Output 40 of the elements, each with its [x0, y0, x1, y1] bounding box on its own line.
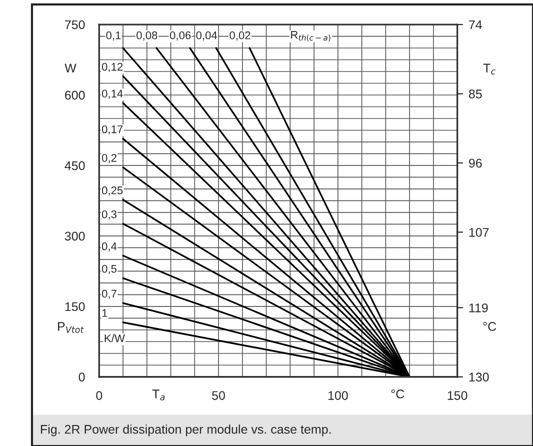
- annotation: K/W: [104, 334, 125, 342]
- y-tick-label: 750: [65, 20, 85, 30]
- series-label: 0,17: [102, 125, 123, 135]
- series-label: 0,25: [102, 186, 123, 196]
- y-tick-label: 600: [65, 90, 85, 100]
- series-label: 1: [102, 309, 108, 317]
- series-label: 0,14: [102, 90, 123, 99]
- text: °C: [483, 322, 496, 331]
- y2-tick-label: 107: [469, 228, 489, 237]
- x-tick-label: 0: [96, 391, 102, 400]
- series-label: 0,1: [106, 31, 121, 41]
- series-label: 0,04: [196, 31, 218, 41]
- y-tick-label: 150: [65, 302, 85, 312]
- y2-tick-label: 85: [468, 90, 482, 98]
- y-tick-label: 300: [64, 232, 85, 241]
- y2-tick-label: 74: [469, 20, 482, 30]
- y2-tick-label: 130: [469, 372, 489, 382]
- x-tick-label: 100: [328, 391, 348, 400]
- y-tick-label: 450: [64, 161, 85, 170]
- x-axis-title: T$_{a}$: [152, 390, 165, 400]
- y-axis-title: P$_{Vtot}$: [58, 322, 84, 333]
- series-label: 0,06: [170, 31, 191, 41]
- annotation: R$_{th(c−a)}$: [291, 30, 330, 42]
- x-tick-label: 50: [212, 391, 225, 400]
- y2-tick-label: 119: [469, 303, 488, 312]
- series-label: 0,2: [102, 154, 116, 164]
- series-label: 0,12: [102, 62, 123, 72]
- series-label: 0,02: [230, 31, 250, 41]
- y2-tick-label: 96: [469, 158, 482, 168]
- series-label: 0,08: [136, 31, 158, 41]
- series-label: 0,5: [102, 264, 117, 274]
- y-tick-label: 0: [78, 372, 85, 382]
- caption: Fig. 2R Power dissipation per module vs. case temp.: [41, 424, 331, 436]
- y2-axis-title: T$_{c}$: [483, 64, 496, 75]
- series-label: 0,7: [102, 290, 116, 299]
- series-label: 0,4: [102, 242, 117, 252]
- text: W: [64, 64, 76, 72]
- series-label: 0,3: [102, 210, 116, 220]
- text: °C: [391, 390, 404, 398]
- x-tick-label: 150: [448, 391, 468, 400]
